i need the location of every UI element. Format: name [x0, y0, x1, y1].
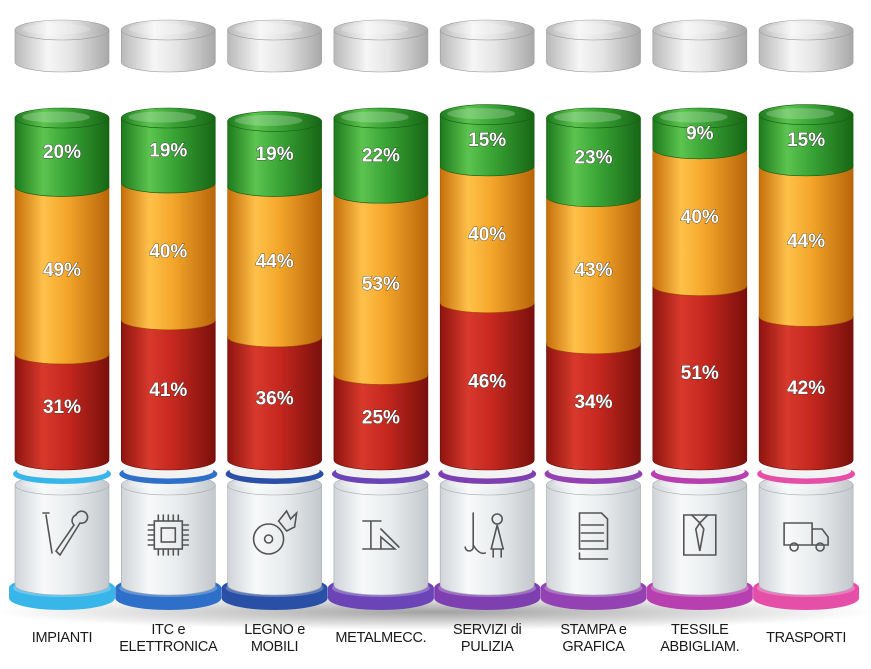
data-label: 40%	[468, 224, 506, 245]
category-label-line: SERVIZI di	[452, 622, 522, 638]
data-label: 40%	[149, 241, 187, 262]
data-label: 19%	[149, 140, 187, 161]
bar-segment	[652, 107, 748, 160]
truck-icon	[783, 522, 829, 552]
cylinder-cap	[227, 19, 322, 73]
data-label: 19%	[256, 144, 294, 165]
data-label: 51%	[681, 363, 719, 384]
bar-segment	[14, 107, 110, 197]
data-label: 31%	[43, 397, 81, 418]
category-label: TRASPORTI	[756, 630, 856, 647]
icon-holder	[758, 474, 854, 596]
cylinder-cap	[333, 19, 429, 73]
data-label: 44%	[256, 252, 294, 273]
icon-holder	[14, 474, 110, 596]
icon-holder	[227, 474, 322, 596]
data-label: 46%	[468, 371, 506, 392]
category-label-line: METALMECC.	[335, 630, 427, 646]
category-label-line: GRAFICA	[562, 639, 625, 655]
bar-segment	[439, 104, 535, 177]
icon-holder	[546, 474, 641, 596]
cylinder-cap	[652, 19, 748, 73]
category-label-line: PULIZIA	[460, 639, 514, 655]
data-label: 15%	[787, 130, 825, 151]
data-label: 43%	[574, 260, 612, 281]
icon-holder	[652, 474, 748, 596]
cylinder-cap	[121, 19, 216, 73]
data-label: 15%	[468, 130, 506, 151]
data-label: 44%	[787, 231, 825, 252]
category-label-line: TRASPORTI	[766, 630, 847, 646]
cylinder-cap	[439, 19, 535, 73]
category-label-line: ITC e	[151, 622, 186, 638]
data-label: 25%	[362, 407, 400, 428]
icon-holder	[121, 474, 216, 596]
data-label: 22%	[362, 146, 400, 167]
category-label-line: STAMPA e	[560, 622, 627, 638]
data-label: 41%	[149, 380, 187, 401]
category-label-line: ABBIGLIAM.	[660, 639, 740, 655]
bar-segment	[758, 104, 854, 177]
data-label: 9%	[686, 123, 714, 144]
icon-holder	[333, 474, 429, 596]
bar-segment	[121, 107, 216, 194]
category-label-line: LEGNO e	[244, 622, 305, 638]
category-label: METALMECC.	[331, 630, 431, 647]
icon-holder	[439, 474, 535, 596]
bar-segment	[546, 107, 641, 207]
cylinder-cap	[14, 19, 110, 73]
category-label: SERVIZI di PULIZIA	[437, 622, 537, 656]
shirt-tie-icon	[683, 514, 717, 556]
printer-icon	[578, 512, 609, 560]
bar-segment	[227, 111, 322, 197]
cleaning-icon	[464, 512, 505, 558]
category-label-line: ELETTRONICA	[119, 639, 218, 655]
tools-icon	[42, 510, 89, 557]
data-label: 23%	[574, 147, 612, 168]
category-label: STAMPA e GRAFICA	[544, 622, 644, 656]
category-label-line: TESSILE	[671, 622, 729, 638]
data-label: 53%	[362, 274, 400, 295]
data-label: 20%	[43, 142, 81, 163]
data-label: 49%	[43, 260, 81, 281]
category-label-line: MOBILI	[250, 639, 299, 655]
data-label: 42%	[787, 378, 825, 399]
data-label: 40%	[681, 207, 719, 228]
category-label: ITC e ELETTRONICA	[118, 622, 218, 656]
press-machine-icon	[362, 520, 400, 550]
category-label: IMPIANTI	[12, 630, 112, 647]
cylinder-cap	[546, 19, 641, 73]
saw-blade-icon	[252, 509, 298, 555]
bar-segment	[333, 107, 429, 204]
data-label: 36%	[256, 388, 294, 409]
cylinder-cap	[758, 19, 854, 73]
category-label: LEGNO e MOBILI	[225, 622, 325, 656]
data-label: 34%	[574, 392, 612, 413]
category-label: TESSILE ABBIGLIAM.	[650, 622, 750, 656]
chip-icon	[147, 514, 190, 556]
category-label-line: IMPIANTI	[31, 630, 93, 646]
